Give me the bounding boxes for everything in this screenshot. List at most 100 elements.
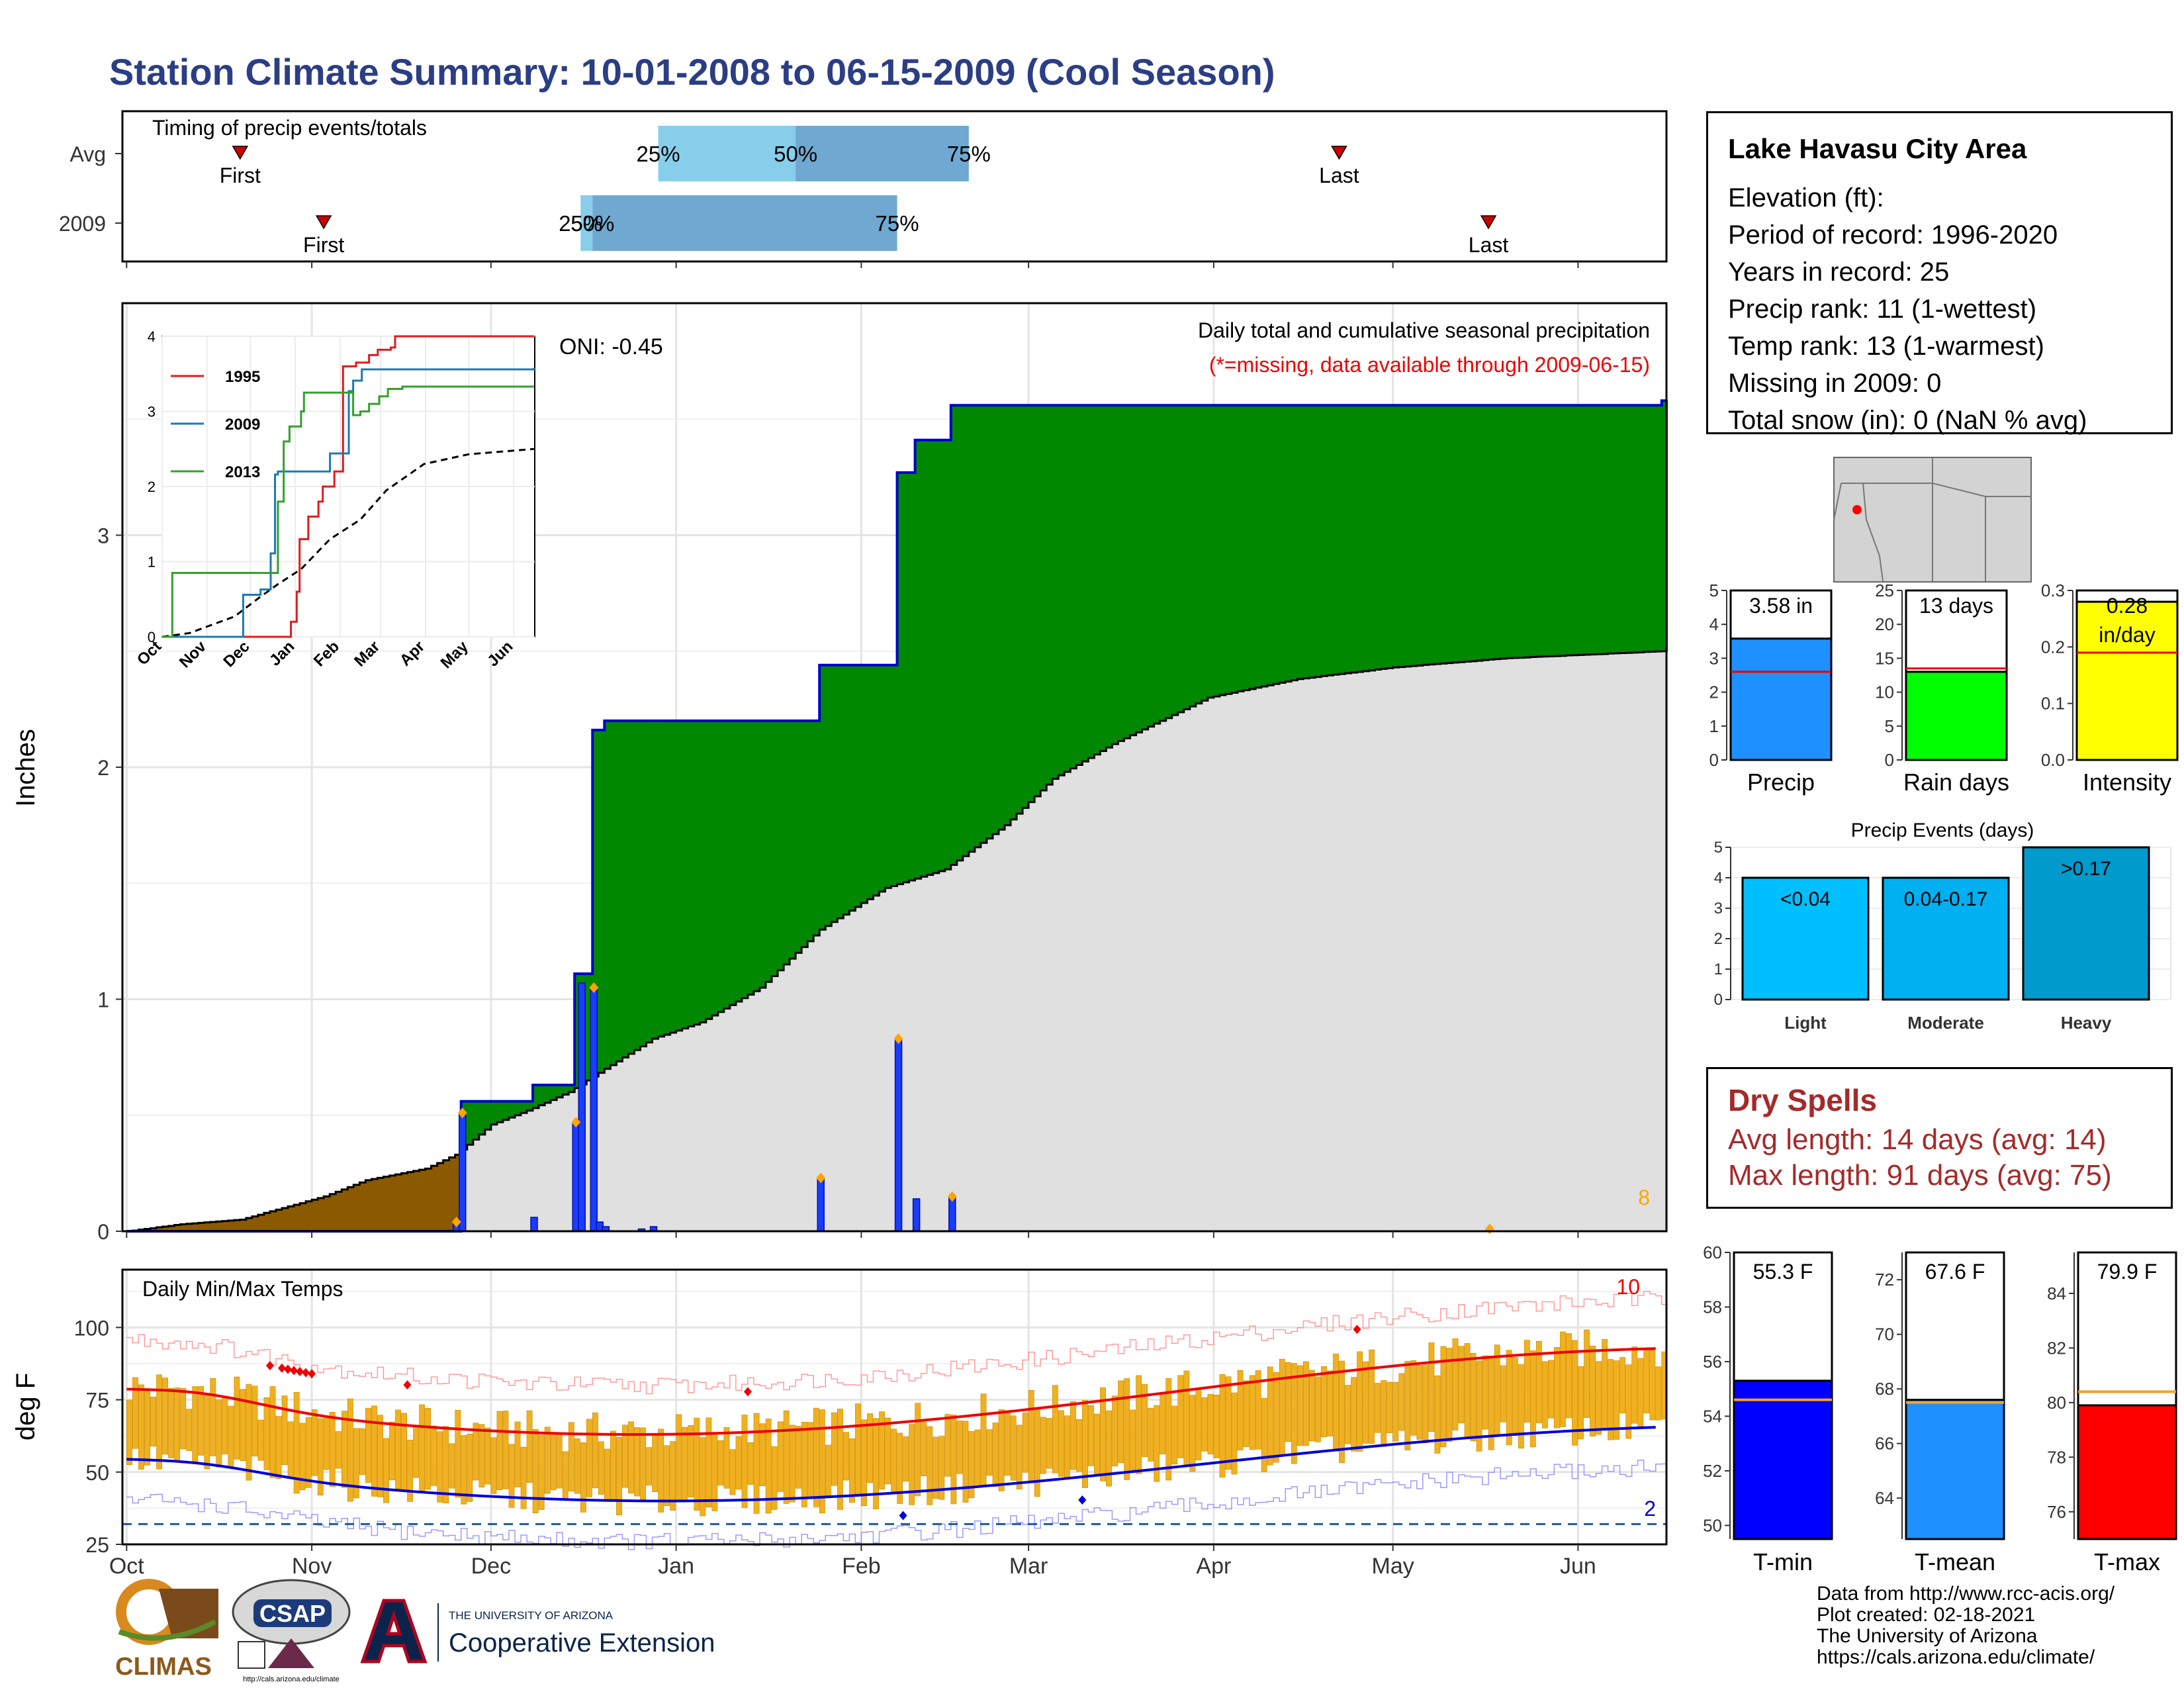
precip-above-average-segment <box>849 665 856 911</box>
events-bar-value-label: >0.17 <box>2061 858 2111 880</box>
precip-above-average-segment <box>903 472 910 882</box>
precip-above-average-segment <box>473 1101 480 1140</box>
precip-below-average-segment <box>222 1221 229 1231</box>
temps-daily-bar <box>1614 1360 1620 1440</box>
precip-below-average-segment <box>443 1160 450 1231</box>
temps-daily-bar <box>1142 1383 1148 1457</box>
temps-daily-bar <box>186 1409 193 1451</box>
precip-above-average-segment <box>867 665 874 900</box>
temps-daily-bar <box>216 1399 222 1468</box>
precip-below-average-segment <box>251 1216 259 1231</box>
summary-y-tick-label: 2 <box>1709 682 1719 702</box>
precip-below-average-segment <box>234 1220 241 1231</box>
precip-daily-bar <box>817 1177 825 1232</box>
precip-daily-marker <box>451 1216 461 1227</box>
precip-above-average-segment <box>1530 405 1537 657</box>
precip-average-line <box>126 650 1668 1233</box>
precip-above-average-segment <box>1404 405 1412 667</box>
precip-below-average-segment <box>186 1223 193 1231</box>
precip-above-average-segment <box>790 720 796 959</box>
temps-daily-bar <box>628 1421 634 1493</box>
temps-daily-bar <box>1608 1359 1614 1440</box>
temps-daily-bar <box>747 1442 754 1485</box>
inset-series-1995 <box>162 335 534 638</box>
dry-spells-max: Max length: 91 days (avg: 75) <box>1728 1159 2112 1192</box>
precip-below-average-segment <box>318 1197 324 1231</box>
temps-daily-bar <box>1554 1347 1560 1429</box>
temps-daily-bar <box>1333 1353 1339 1452</box>
events-y-tick-label: 1 <box>1714 961 1723 978</box>
temps-daily-bar <box>592 1412 598 1489</box>
credits-block: Data from http://www.rcc-acis.org/Plot c… <box>1817 1583 2115 1668</box>
info-line-0: Elevation (ft): <box>1728 183 1884 212</box>
credit-lines: Data from http://www.rcc-acis.org/Plot c… <box>1817 1583 2115 1668</box>
precip-below-average-segment <box>365 1180 372 1231</box>
temps-daily-bar <box>443 1426 449 1503</box>
precip-above-average-segment <box>980 405 987 843</box>
precip-above-average-segment <box>759 720 766 988</box>
page-title: Station Climate Summary: 10-01-2008 to 0… <box>109 51 1275 93</box>
inset-legend-label: 2009 <box>225 416 260 434</box>
precip-above-average-segment <box>1637 405 1645 653</box>
precip-below-average-segment <box>341 1189 348 1231</box>
temps-daily-bar <box>1243 1380 1250 1447</box>
temps-daily-bar <box>891 1429 897 1494</box>
precip-above-average-segment <box>1118 405 1124 741</box>
precip-above-average-segment <box>1261 405 1268 687</box>
temps-daily-bar <box>520 1446 527 1509</box>
temps-daily-bar <box>210 1378 216 1456</box>
temps-panel: 25 50 75 100 Oct Nov Dec Jan Feb Mar Apr May Jun Dail… <box>11 1268 1668 1579</box>
temps-daily-bar <box>1482 1355 1488 1430</box>
precip-daily-marker <box>947 1191 957 1202</box>
summary-y-tick-label: 5 <box>1885 716 1894 736</box>
temps-daily-bar <box>801 1422 807 1507</box>
precip-above-average-segment <box>778 720 784 970</box>
precip-below-average-segment <box>353 1184 360 1231</box>
precip-above-average-segment <box>1357 405 1363 672</box>
summary-bar-label: Rain days <box>1903 769 2009 796</box>
temps-daily-bar <box>1470 1353 1477 1442</box>
precip-y-tick-label: 2 <box>97 756 109 780</box>
precip-above-average-segment <box>520 1101 527 1113</box>
temp-summary-y-tick-label: 78 <box>2047 1447 2066 1467</box>
events-category-label: Heavy <box>2061 1013 2112 1033</box>
precip-above-average-segment <box>921 440 928 877</box>
temp-summary-canvas: 50 52 54 56 58 60 55.3 F T-min 64 66 68 70 72 67.6 F T… <box>1703 1243 2177 1575</box>
temps-daily-bar <box>1124 1378 1130 1480</box>
precip-above-average-segment <box>1213 405 1220 697</box>
summary-y-tick-label: 0.2 <box>2041 637 2065 657</box>
temps-daily-bar <box>204 1395 210 1470</box>
temp-summary-y-tick-label: 82 <box>2047 1338 2066 1358</box>
precip-above-average-segment <box>467 1101 474 1145</box>
temps-daily-bar <box>1541 1361 1548 1429</box>
precip-below-average-segment <box>330 1194 336 1231</box>
temps-daily-bar <box>156 1374 162 1470</box>
temps-daily-bar <box>251 1385 258 1457</box>
inset-y-tick-label: 4 <box>148 328 156 345</box>
temp-summary-y-tick-label: 58 <box>1703 1297 1722 1317</box>
temps-daily-bar <box>879 1411 886 1489</box>
timing-bar-q50-q75 <box>796 126 969 181</box>
dry-spells-avg: Avg length: 14 days (avg: 14) <box>1728 1123 2107 1156</box>
precip-above-average-segment <box>1464 405 1471 662</box>
temps-daily-bar <box>783 1410 790 1504</box>
csap-url-text: http://cals.arizona.edu/climate <box>243 1675 340 1683</box>
precip-y-tick-label: 1 <box>97 988 109 1012</box>
temps-daily-bar <box>604 1448 610 1501</box>
inset-average-line <box>161 447 535 638</box>
temps-daily-bar <box>1201 1397 1208 1452</box>
precip-above-average-segment <box>551 1085 557 1100</box>
temps-daily-bar <box>1213 1394 1220 1458</box>
temps-daily-bar <box>1381 1380 1387 1447</box>
precip-below-average-segment <box>281 1207 289 1231</box>
precip-above-average-segment <box>1649 405 1657 652</box>
temps-panel-label: Daily Min/Max Temps <box>142 1277 343 1301</box>
summary-bar-Precip <box>1729 637 1833 761</box>
temps-daily-bar <box>544 1427 551 1494</box>
precip-below-average-segment <box>377 1178 384 1231</box>
precip-above-average-segment <box>968 405 976 852</box>
precip-above-average-segment <box>1023 405 1029 808</box>
temps-daily-bar <box>341 1411 347 1488</box>
temps-daily-bar <box>1291 1363 1297 1464</box>
